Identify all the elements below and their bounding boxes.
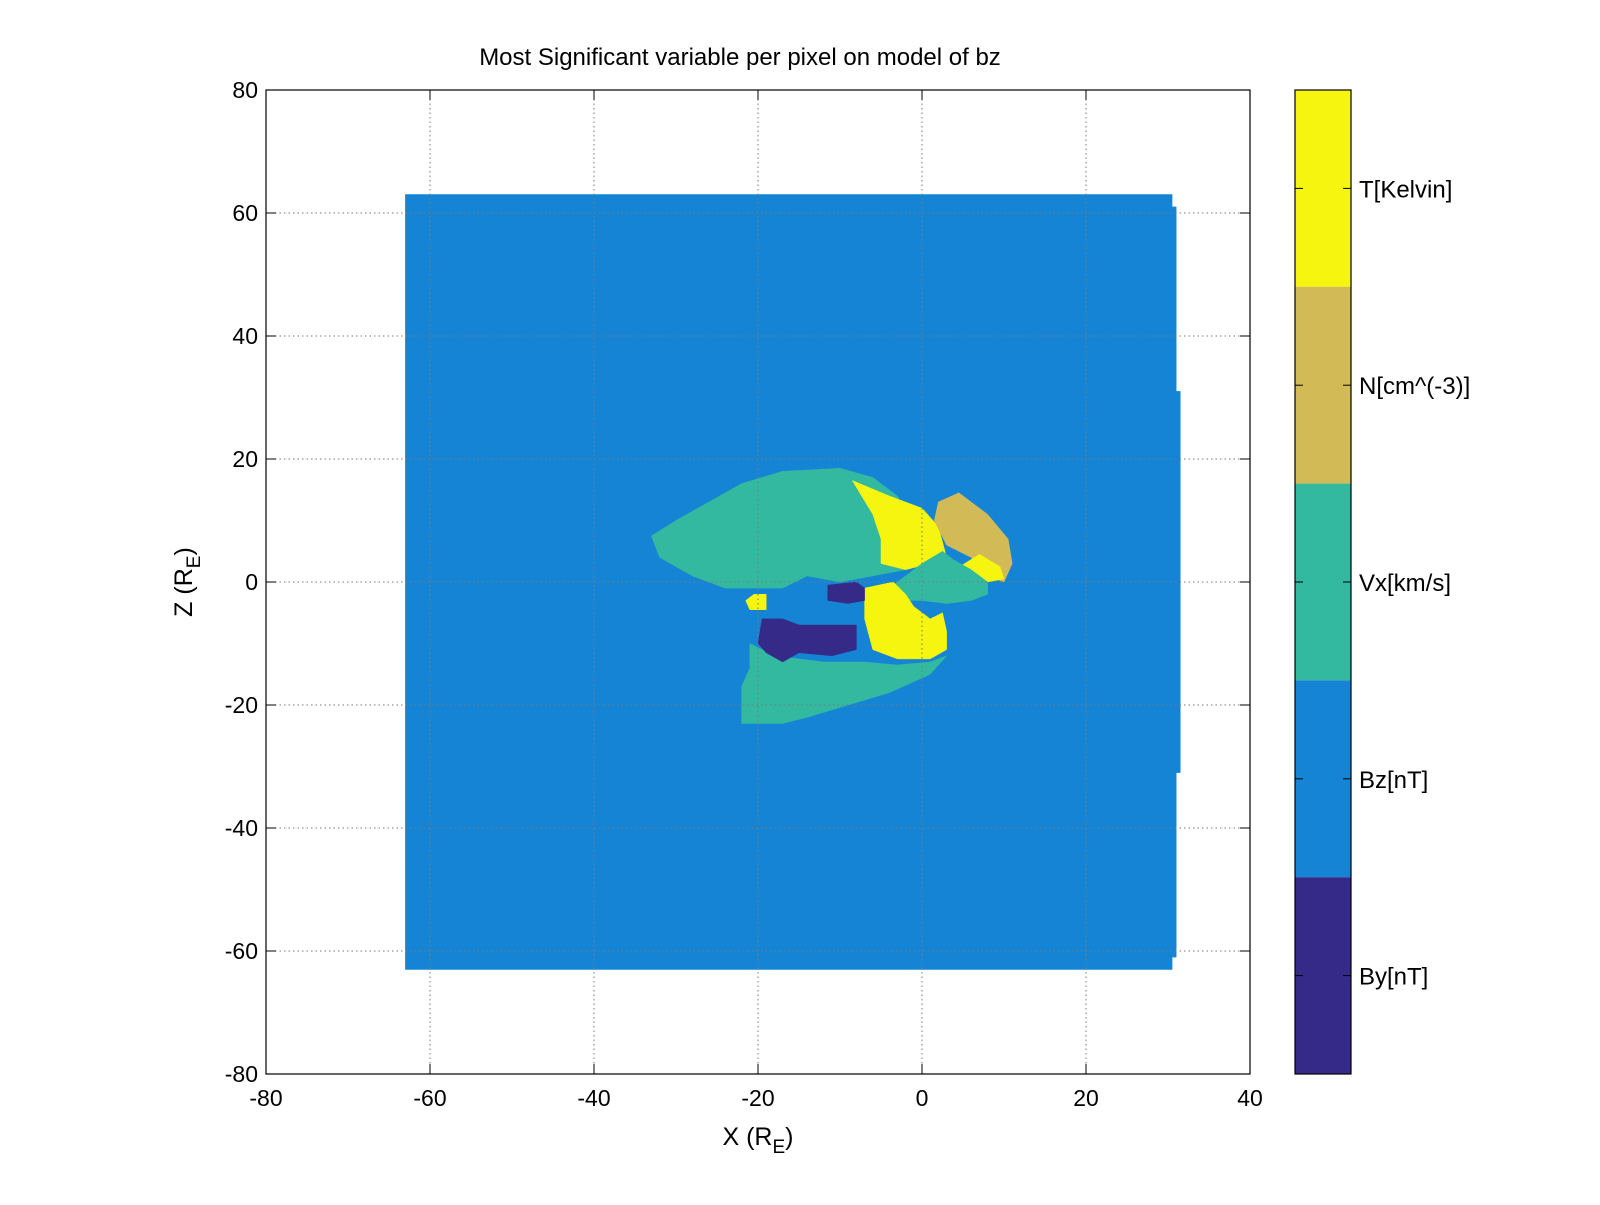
x-tick-label: -20	[741, 1085, 774, 1111]
region-t-kelvin-10	[745, 594, 767, 610]
colorbar-swatch	[1295, 483, 1351, 681]
plot-area: -80 -60 -40 -20 0 20 40 80 60 40 20 0 -20 -40 -60 -80	[225, 77, 1263, 1111]
colorbar-label: Bz[nT]	[1359, 767, 1428, 794]
chart-title: Most Significant variable per pixel on m…	[479, 44, 1001, 71]
colorbar: T[Kelvin] N[cm^(-3)] Vx[km/s] Bz[nT] By[nT]	[1294, 89, 1470, 1075]
colorbar-label: N[cm^(-3)]	[1359, 373, 1470, 400]
x-tick-label: 0	[916, 1085, 929, 1111]
region-t-kelvin-6	[864, 581, 947, 660]
y-tick-label: 0	[245, 569, 258, 595]
colorbar-swatch	[1295, 877, 1351, 1074]
region-by-nt-9	[827, 581, 865, 604]
y-tick-label: 40	[232, 323, 258, 349]
x-axis-label: X (RE)	[722, 1123, 793, 1158]
colorbar-label: By[nT]	[1359, 964, 1428, 991]
colorbar-label: T[Kelvin]	[1359, 176, 1452, 203]
y-tick-label: -60	[225, 938, 258, 964]
x-tick-label: 20	[1073, 1085, 1099, 1111]
region-by-nt-8	[757, 618, 857, 663]
x-tick-label: -60	[413, 1085, 446, 1111]
y-tick-label: -40	[225, 815, 258, 841]
x-tick-label: -40	[577, 1085, 610, 1111]
y-axis-label: Z (RE)	[170, 547, 205, 617]
y-tick-label: -20	[225, 692, 258, 718]
y-tick-label: 80	[232, 77, 258, 103]
colorbar-swatch	[1295, 90, 1351, 287]
colorbar-label: Vx[km/s]	[1359, 570, 1451, 597]
colorbar-swatch	[1295, 680, 1351, 878]
y-tick-label: -80	[225, 1061, 258, 1087]
axis-ticks: -80 -60 -40 -20 0 20 40 80 60 40 20 0 -20 -40 -60 -80	[225, 77, 1263, 1111]
x-tick-label: -80	[249, 1085, 282, 1111]
y-tick-label: 20	[232, 446, 258, 472]
y-tick-label: 60	[232, 200, 258, 226]
grid-lines	[266, 90, 1250, 1074]
region-vx-km-s-7	[741, 643, 947, 724]
colorbar-swatch	[1295, 286, 1351, 484]
x-tick-label: 40	[1237, 1085, 1263, 1111]
